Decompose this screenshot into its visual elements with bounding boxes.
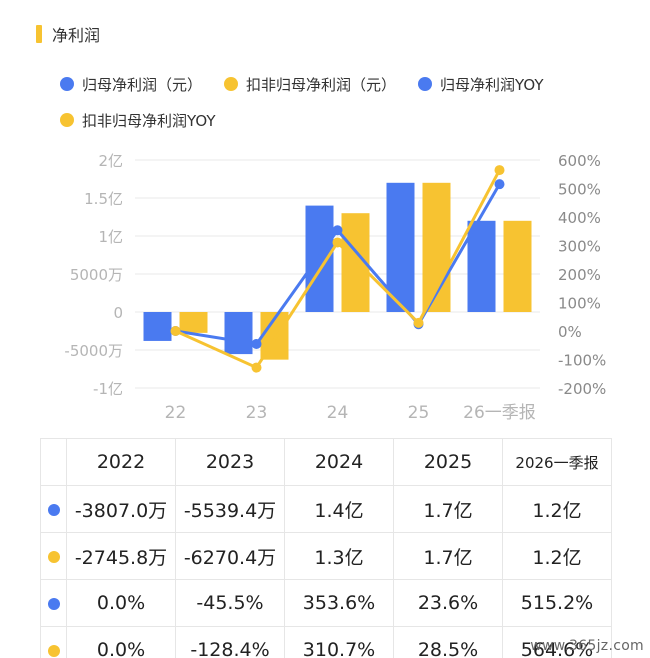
- table-cell: -6270.4万: [175, 532, 285, 580]
- table-row: -2745.8万 -6270.4万 1.3亿 1.7亿 1.2亿: [40, 532, 612, 580]
- left-axis-tick-label: 0: [113, 304, 123, 322]
- table-cell: -3807.0万: [66, 485, 176, 533]
- table-header-cell: 2025: [393, 438, 503, 486]
- left-axis-tick-label: 1.5亿: [84, 190, 123, 208]
- right-axis-tick-label: 100%: [558, 295, 601, 313]
- legend-label: 归母净利润YOY: [440, 75, 544, 94]
- table-cell: 1.7亿: [393, 532, 503, 580]
- right-axis-tick-label: 200%: [558, 266, 601, 284]
- profit-chart: 2亿 1.5亿 1亿 5000万 0 -5000万 -1亿 600% 500% 400% 300% 2…: [64, 152, 606, 423]
- x-axis-tick-label: 22: [165, 403, 187, 423]
- table-cell: 564.6%: [502, 626, 612, 658]
- table-row: 0.0% -128.4% 310.7% 28.5% 564.6%: [40, 626, 612, 658]
- table-header-row: 2022 2023 2024 2025 2026一季报: [40, 438, 612, 486]
- left-axis-tick-label: -5000万: [64, 342, 123, 360]
- table-cell: 0.0%: [66, 626, 176, 658]
- legend-label: 归母净利润（元）: [82, 75, 203, 94]
- table-row: 0.0% -45.5% 353.6% 23.6% 515.2%: [40, 579, 612, 627]
- row-marker: [40, 626, 67, 658]
- right-axis-tick-label: -200%: [558, 380, 606, 398]
- section-header: 净利润: [36, 22, 100, 46]
- table-cell: -5539.4万: [175, 485, 285, 533]
- series-dot-icon: [47, 550, 60, 563]
- bar: [503, 220, 532, 312]
- bar: [179, 312, 208, 333]
- left-axis-tick-label: 5000万: [70, 266, 123, 284]
- legend-dot-icon: [224, 77, 239, 91]
- left-axis-tick-label: 2亿: [98, 152, 123, 170]
- line-point: [332, 225, 343, 236]
- line-point: [494, 165, 505, 176]
- table-cell: -45.5%: [175, 579, 285, 627]
- x-axis-tick-label: 26一季报: [463, 403, 536, 423]
- table-cell: 1.3亿: [284, 532, 394, 580]
- right-axis-tick-label: 400%: [558, 209, 601, 227]
- accent-bar: [36, 25, 42, 43]
- table-header-cell: 2023: [175, 438, 285, 486]
- table-cell: 1.2亿: [502, 532, 612, 580]
- watermark: www.365jz.com: [530, 638, 644, 654]
- table-header-cell: 2024: [284, 438, 394, 486]
- legend-dot-icon: [60, 77, 74, 91]
- x-axis-tick-label: 25: [408, 403, 430, 423]
- x-axis-tick-label: 23: [246, 403, 268, 423]
- line-point: [332, 237, 343, 248]
- legend-item-parent-net-profit-yoy[interactable]: 归母净利润YOY: [418, 74, 544, 95]
- bar: [467, 220, 496, 312]
- legend-row: 归母净利润（元） 扣非归母净利润（元） 归母净利润YOY: [60, 72, 620, 96]
- right-axis-tick-label: 0%: [558, 323, 582, 341]
- legend-dot-icon: [60, 113, 74, 127]
- legend-item-parent-net-profit[interactable]: 归母净利润（元）: [60, 74, 202, 95]
- legend-item-deducted-net-profit-yoy[interactable]: 扣非归母净利润YOY: [60, 110, 216, 131]
- line-point: [251, 362, 262, 373]
- line-point: [170, 326, 181, 336]
- right-axis-tick-label: 600%: [558, 152, 601, 170]
- right-axis-tick-label: -100%: [558, 352, 606, 370]
- table-corner-cell: [40, 438, 67, 486]
- table-cell: 28.5%: [393, 626, 503, 658]
- legend-label: 扣非归母净利润（元）: [246, 75, 397, 94]
- table-cell: 1.4亿: [284, 485, 394, 533]
- row-marker: [40, 579, 67, 627]
- left-axis-tick-label: 1亿: [98, 228, 123, 246]
- row-marker: [40, 485, 67, 533]
- right-axis-tick-label: 500%: [558, 181, 601, 199]
- table-cell: 310.7%: [284, 626, 394, 658]
- data-table: 2022 2023 2024 2025 2026一季报 -3807.0万 -55…: [40, 438, 612, 658]
- chart-legend: 归母净利润（元） 扣非归母净利润（元） 归母净利润YOY 扣非归母净利润YOY: [60, 72, 620, 144]
- table-cell: 353.6%: [284, 579, 394, 627]
- table-cell: 1.2亿: [502, 485, 612, 533]
- table-header-cell: 2026一季报: [502, 438, 612, 486]
- line-point: [494, 179, 505, 190]
- bar: [143, 312, 172, 341]
- line-point: [413, 317, 424, 328]
- table-cell: -128.4%: [175, 626, 285, 658]
- section-title: 净利润: [52, 26, 101, 45]
- row-marker: [40, 532, 67, 580]
- table-header-cell: 2022: [66, 438, 176, 486]
- bar: [224, 312, 253, 355]
- table-cell: 0.0%: [66, 579, 176, 627]
- table-cell: 515.2%: [502, 579, 612, 627]
- series-dot-icon: [47, 597, 60, 610]
- line-point: [251, 338, 262, 349]
- table-cell: -2745.8万: [66, 532, 176, 580]
- x-axis-tick-label: 24: [327, 403, 349, 423]
- table-row: -3807.0万 -5539.4万 1.4亿 1.7亿 1.2亿: [40, 485, 612, 533]
- table-cell: 23.6%: [393, 579, 503, 627]
- table-cell: 1.7亿: [393, 485, 503, 533]
- legend-item-deducted-net-profit[interactable]: 扣非归母净利润（元）: [224, 74, 396, 95]
- series-dot-icon: [47, 644, 60, 657]
- bar: [305, 205, 334, 312]
- series-dot-icon: [47, 503, 60, 516]
- legend-row: 扣非归母净利润YOY: [60, 108, 620, 132]
- legend-label: 扣非归母净利润YOY: [82, 111, 216, 130]
- legend-dot-icon: [418, 77, 433, 91]
- left-axis-tick-label: -1亿: [93, 380, 123, 398]
- right-axis-tick-label: 300%: [558, 238, 601, 256]
